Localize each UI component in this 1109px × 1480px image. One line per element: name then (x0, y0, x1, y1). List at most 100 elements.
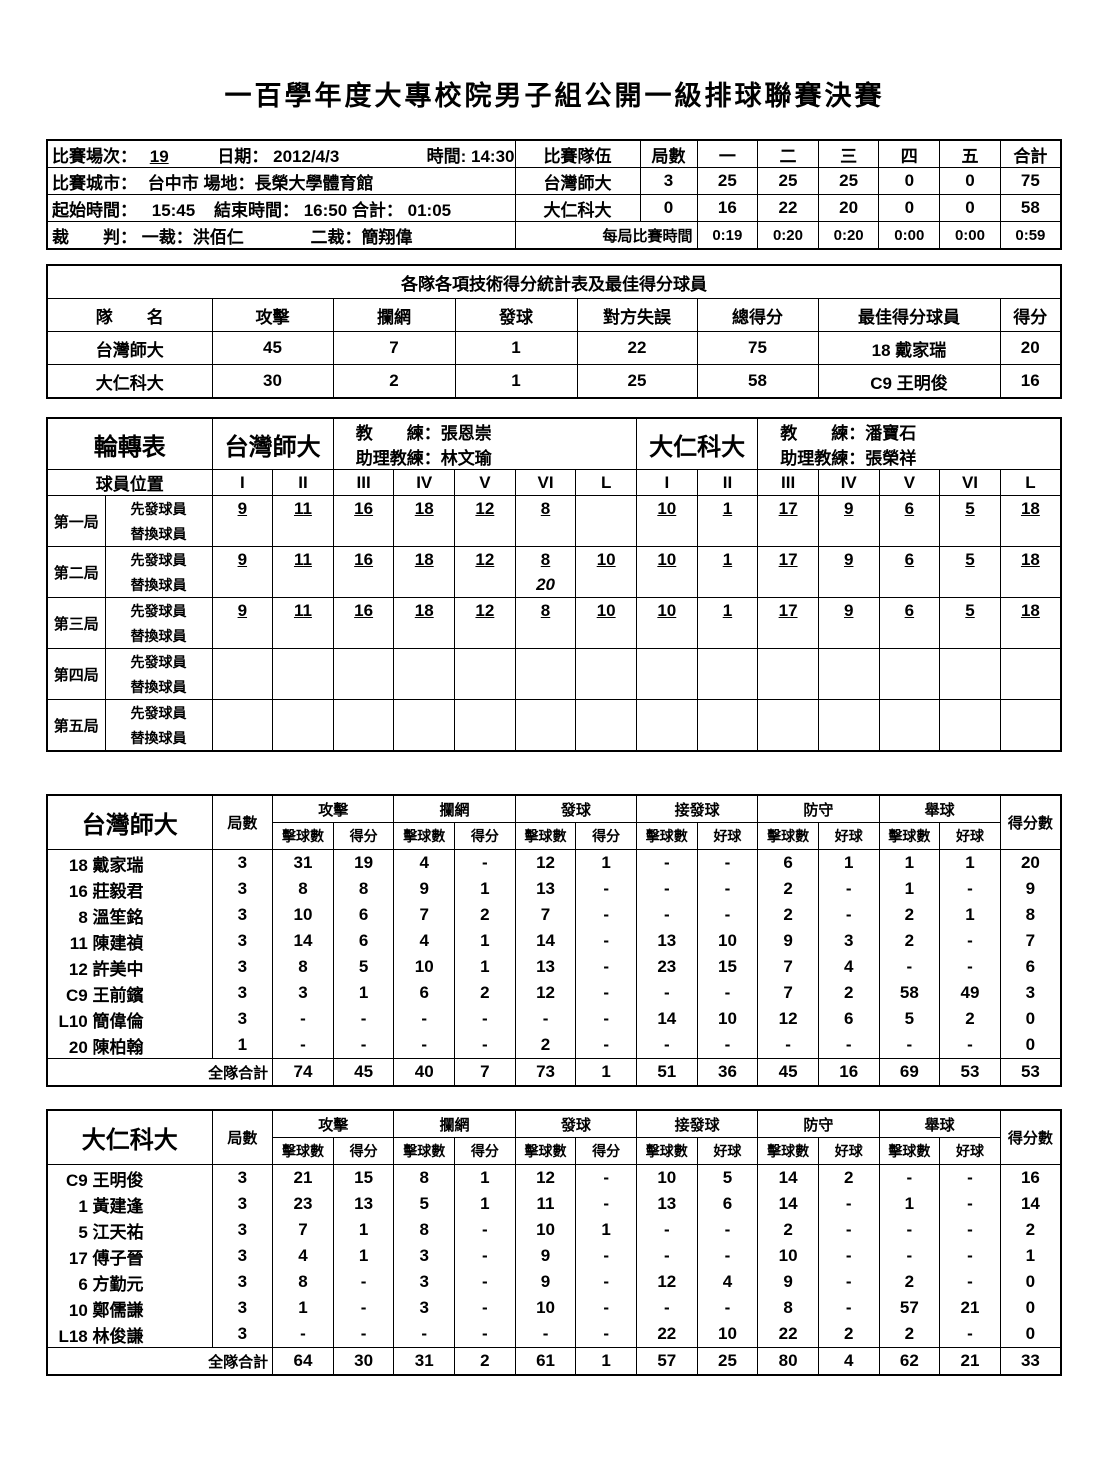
cell: 0:20 (757, 221, 819, 250)
cell: 14 (635, 1006, 698, 1032)
cell: - (939, 876, 1001, 902)
starter-cell: 5 (939, 546, 1001, 572)
cell: 0:19 (696, 221, 759, 250)
substitute-label: 替換球員 (104, 725, 213, 751)
player-row: 10 鄭儒謙 3 1-3-10- - -8-57 21 0 (46, 1295, 1062, 1321)
starter-cell: 1 (696, 597, 759, 623)
cell: 10 (272, 902, 334, 928)
sub-header: 好球 (939, 1137, 1001, 1165)
substitute-cell (999, 521, 1062, 547)
substitute-cell (817, 725, 880, 751)
cell: 5 (696, 1164, 759, 1191)
starter-cell: 12 (454, 546, 516, 572)
sub-header: 擊球數 (514, 822, 577, 850)
label: 教 練： (780, 424, 866, 443)
starter-cell: 17 (757, 597, 819, 623)
cell: 15 (696, 954, 759, 980)
cell: 6 (393, 980, 456, 1006)
sub-header: 得分 (454, 822, 516, 850)
substitute-cell (575, 521, 637, 547)
substitute-cell (757, 623, 819, 649)
cell: 3 (211, 1006, 274, 1032)
cell: 75 (696, 331, 819, 365)
cell: - (575, 1321, 637, 1348)
cell: 10 (757, 1243, 819, 1269)
cell: 2 (757, 902, 819, 928)
substitute-cell (817, 674, 880, 700)
cell: 0 (999, 1032, 1062, 1059)
total-cell: 57 (635, 1347, 698, 1376)
cell: 1 (817, 849, 880, 876)
cell: 5 (393, 1191, 456, 1217)
cell: 6 (332, 902, 395, 928)
total-cell: 1 (575, 1347, 637, 1376)
cell: - (696, 1217, 759, 1243)
starter-cell: 9 (817, 597, 880, 623)
starter-cell (696, 699, 759, 725)
substitute-cell (272, 674, 334, 700)
player-name: 18 戴家瑞 (46, 849, 213, 876)
column-header: 總得分 (696, 298, 819, 332)
starter-cell (817, 699, 880, 725)
cell: 1 (878, 849, 941, 876)
cell: 1 (454, 876, 516, 902)
position-header: L (575, 469, 637, 496)
cell: 1 (211, 1032, 274, 1059)
total-cell: 2 (454, 1347, 516, 1376)
cell: - (514, 1321, 577, 1348)
cell: 21 (939, 1295, 1001, 1321)
substitute-cell (514, 725, 577, 751)
first-referee: 洪佰仁 (192, 227, 244, 247)
cell: - (696, 1295, 759, 1321)
total-time: 01:05 (407, 200, 452, 220)
player-name: C9 王前鑌 (46, 980, 213, 1006)
set-name: 第五局 (46, 699, 106, 752)
starter-cell: 9 (817, 546, 880, 572)
cell: 10 (696, 1006, 759, 1032)
substitute-cell (757, 572, 819, 598)
technical-stats-table: 各隊各項技術得分統計表及最佳得分球員 隊 名攻擊 攔網 發球 對方失誤 總得分 最佳得分球… (46, 264, 1062, 399)
cell: 2 (878, 902, 941, 928)
substitute-cell (575, 674, 637, 700)
cell: 8 (272, 1269, 334, 1295)
cell: 49 (939, 980, 1001, 1006)
starter-cell: 10 (575, 546, 637, 572)
cell: 12 (514, 1164, 577, 1191)
cell: 9 (514, 1269, 577, 1295)
starter-cell (514, 699, 577, 725)
group-header: 接發球 (635, 1109, 759, 1138)
label: 場地： (203, 173, 255, 193)
starter-cell (575, 699, 637, 725)
total-cell: 74 (272, 1058, 334, 1087)
starter-cell (575, 495, 637, 521)
header: 比賽隊伍 (514, 139, 641, 168)
substitute-cell (575, 725, 637, 751)
cell: 6 (332, 928, 395, 954)
cell: 13 (332, 1191, 395, 1217)
section-title: 各隊各項技術得分統計表及最佳得分球員 (46, 264, 1062, 299)
position-label: 球員位置 (46, 469, 213, 496)
cell: - (696, 849, 759, 876)
starter-label: 先發球員 (104, 597, 213, 623)
cell: - (575, 1164, 637, 1191)
starter-cell (454, 648, 516, 674)
substitute-cell (757, 521, 819, 547)
cell: 0:59 (999, 221, 1062, 250)
team-name: 大仁科大 (514, 194, 641, 222)
cell: 0:00 (939, 221, 1001, 250)
cell: 12 (635, 1269, 698, 1295)
cell: - (575, 1269, 637, 1295)
cell: 0:00 (878, 221, 941, 250)
label: 一裁： (141, 227, 193, 247)
cell: 20 (817, 194, 880, 222)
starter-cell (999, 699, 1062, 725)
cell: 2 (757, 876, 819, 902)
cell: - (757, 1032, 819, 1059)
venue-row: 比賽城市： 台中市 場地：長榮大學體育館 (46, 167, 516, 195)
cell: - (939, 1217, 1001, 1243)
starter-label: 先發球員 (104, 648, 213, 674)
label: 結束時間： (213, 200, 299, 220)
cell: - (696, 876, 759, 902)
cell: 4 (393, 928, 456, 954)
substitute-label: 替換球員 (104, 572, 213, 598)
